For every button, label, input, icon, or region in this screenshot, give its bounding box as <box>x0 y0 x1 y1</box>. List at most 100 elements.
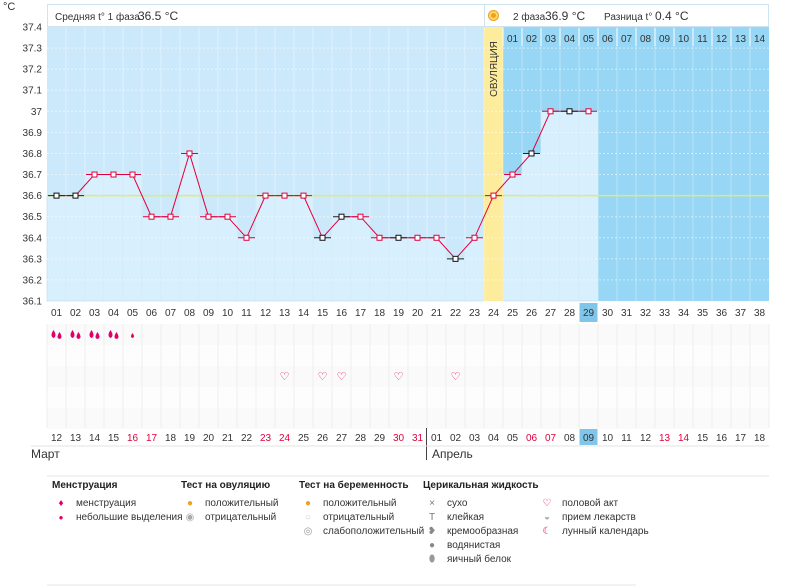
temp-point <box>433 234 440 241</box>
cycle-day-label: 24 <box>488 308 500 319</box>
heart-icon: ♡ <box>394 371 404 383</box>
cycle-day-label: 10 <box>222 308 234 319</box>
phase2-day-label: 05 <box>583 34 595 45</box>
legend-item: × сухо <box>423 497 539 511</box>
legend-item: ● положительный <box>181 497 279 511</box>
calendar-date-label: 10 <box>602 433 614 444</box>
phase2-day-label: 04 <box>564 34 576 45</box>
cycle-day-label: 02 <box>70 308 82 319</box>
legend-title-pregnancy-test: Тест на беременность <box>299 480 409 491</box>
cycle-day-label: 18 <box>374 308 386 319</box>
cycle-day-label: 16 <box>336 308 348 319</box>
cycle-day-label: 04 <box>108 308 120 319</box>
legend-title-cervical: Церикальная жидкость <box>423 480 539 491</box>
temp-point <box>338 213 345 220</box>
temp-point <box>53 192 60 199</box>
heart-icon: ♡ <box>451 371 461 383</box>
legend-label: кремообразная <box>447 526 519 537</box>
cycle-day-label: 08 <box>184 308 196 319</box>
phase2-day-label: 08 <box>640 34 652 45</box>
month-label-april: Апрель <box>432 447 473 461</box>
cycle-day-label: 01 <box>51 308 63 319</box>
calendar-date-label: 05 <box>507 433 519 444</box>
cycle-day-label: 13 <box>279 308 291 319</box>
calendar-date-label: 12 <box>51 433 63 444</box>
cycle-day-label: 03 <box>89 308 101 319</box>
menstruation-drop-icon <box>76 332 81 339</box>
calendar-date-label: 29 <box>374 433 386 444</box>
phase2-day-label: 12 <box>716 34 728 45</box>
legend-item: ♦ менструация <box>52 497 183 511</box>
phase2-day-label: 13 <box>735 34 747 45</box>
cycle-day-label: 32 <box>640 308 652 319</box>
cycle-day-label: 37 <box>735 308 747 319</box>
temp-bar <box>312 237 333 302</box>
calendar-date-label: 20 <box>203 433 215 444</box>
legend-label: прием лекарств <box>562 512 636 523</box>
calendar-date-label: 08 <box>564 433 576 444</box>
temp-point <box>186 150 193 157</box>
calendar-date-label: 15 <box>697 433 709 444</box>
heart-icon: ♡ <box>337 371 347 383</box>
temp-point <box>91 171 98 178</box>
menstruation-drop-icon <box>114 332 119 339</box>
phase2-day-label: 14 <box>754 34 766 45</box>
temp-point <box>72 192 79 199</box>
legend-other: ♡ половой акт ◒ прием лекарств ☾ лунный кал… <box>538 480 649 539</box>
calendar-date-label: 25 <box>298 433 310 444</box>
temp-bar <box>369 237 390 302</box>
phase2-avg-value: 36.9 °С <box>545 9 585 23</box>
drop-icon: ● <box>58 513 64 522</box>
current-day-highlight <box>579 303 598 322</box>
legend-menstruation: Менструация ♦ менструация ● небольшие выде… <box>52 480 183 525</box>
cycle-day-label: 36 <box>716 308 728 319</box>
calendar-date-label: 09 <box>583 433 595 444</box>
temp-point <box>376 234 383 241</box>
cycle-day-label: 38 <box>754 308 766 319</box>
cycle-day-label: 34 <box>678 308 690 319</box>
legend-ovulation-test: Тест на овуляцию ● положительный ◉ отрицат… <box>181 480 278 525</box>
month-label-march: Март <box>31 447 60 461</box>
temp-bar <box>540 111 561 302</box>
temp-bar <box>426 237 447 302</box>
y-axis-unit: °С <box>3 1 15 13</box>
calendar-date-label: 15 <box>108 433 120 444</box>
heart-icon: ♡ <box>280 371 290 383</box>
calendar-date-label: 16 <box>127 433 139 444</box>
legend-label: отрицательный <box>323 512 395 523</box>
calendar-date-label: 31 <box>412 433 424 444</box>
calendar-date-label: 17 <box>735 433 747 444</box>
ovulation-sun-core <box>491 13 496 18</box>
y-tick-label: 36.7 <box>23 170 43 181</box>
y-tick-label: 36.5 <box>23 212 43 223</box>
cross-icon: × <box>429 498 435 509</box>
phase2-day-label: 06 <box>602 34 614 45</box>
temp-bar <box>578 111 599 302</box>
temp-point <box>452 255 459 262</box>
calendar-date-label: 11 <box>621 433 632 444</box>
temp-bar <box>274 195 295 302</box>
calendar-date-label: 16 <box>716 433 728 444</box>
legend-item: ☾ лунный календарь <box>538 525 649 539</box>
legend-label: яичный белок <box>447 554 512 565</box>
legend-title-menstruation: Менструация <box>52 480 118 491</box>
cycle-day-label: 05 <box>127 308 139 319</box>
cycle-day-label: 19 <box>393 308 405 319</box>
calendar-date-label: 30 <box>393 433 405 444</box>
legend-label: лунный календарь <box>562 526 649 537</box>
menstruation-drop-icon <box>51 330 56 338</box>
drops-icon: ♦ <box>58 498 64 509</box>
temp-bar <box>407 237 428 302</box>
cycle-day-label: 14 <box>298 308 310 319</box>
temp-point <box>585 108 592 115</box>
temp-point <box>509 171 516 178</box>
diff-value: 0.4 °С <box>655 9 689 23</box>
spotting-drop-icon <box>131 333 134 338</box>
calendar-date-label: 18 <box>754 433 766 444</box>
phase2-day-label: 11 <box>697 34 708 45</box>
cycle-day-label: 15 <box>317 308 329 319</box>
legend-label: небольшие выделения <box>76 512 183 523</box>
creamy-icon: ❥ <box>427 526 437 537</box>
phase2-avg-label: 2 фаза <box>513 11 546 23</box>
